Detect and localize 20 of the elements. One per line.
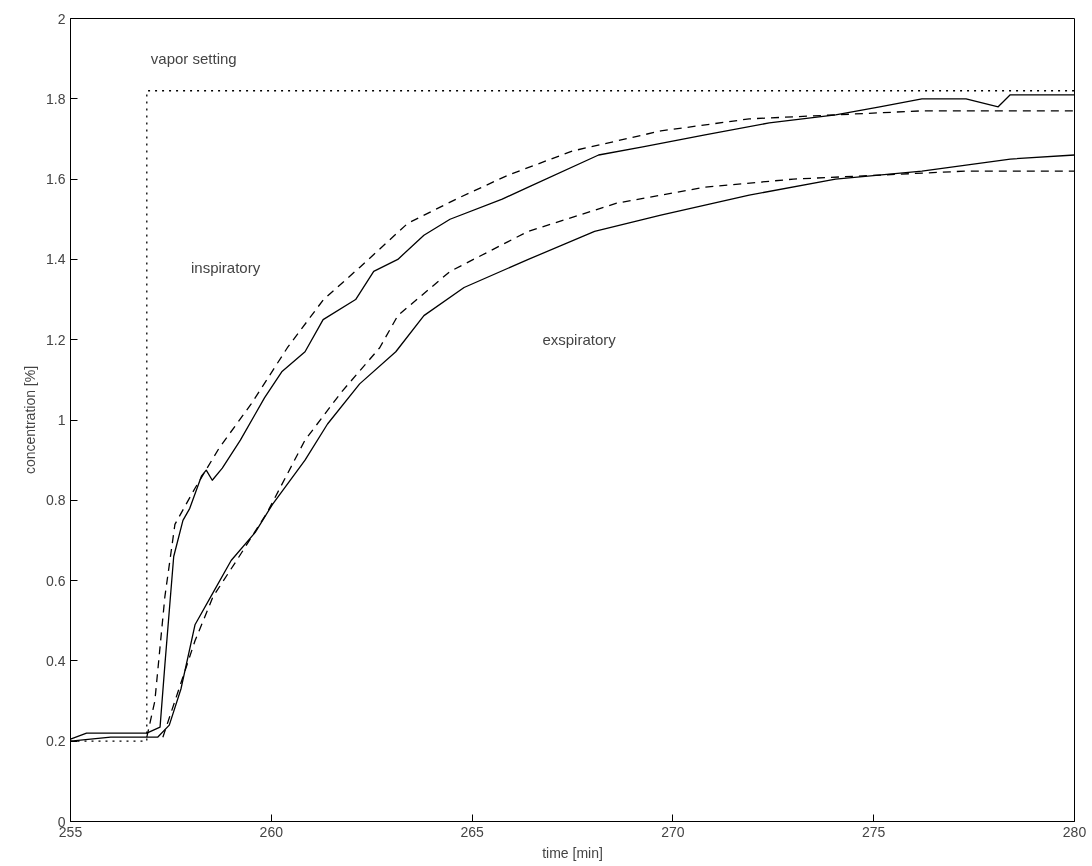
- x-tick-label: 265: [460, 823, 484, 840]
- y-tick-label: 1.4: [46, 251, 66, 268]
- x-tick-label: 270: [661, 823, 685, 840]
- annotation: inspiratory: [190, 258, 261, 276]
- y-tick-label: 1.2: [46, 331, 66, 348]
- x-axis-title: time [min]: [542, 844, 603, 861]
- y-tick-label: 0.4: [46, 652, 66, 669]
- annotation: vapor setting: [150, 50, 237, 68]
- y-tick-label: 0.6: [46, 572, 66, 589]
- y-tick-label: 1.8: [46, 90, 66, 107]
- y-tick-label: 0.2: [46, 733, 66, 750]
- x-tick-label: 280: [1062, 823, 1087, 840]
- y-tick-label: 1.6: [46, 171, 66, 188]
- y-axis-title: concentration [%]: [22, 365, 39, 475]
- y-tick-label: 2: [57, 10, 66, 27]
- x-tick-label: 275: [862, 823, 886, 840]
- x-tick-label: 260: [259, 823, 284, 840]
- y-tick-label: 0.8: [46, 492, 66, 509]
- annotation: exspiratory: [542, 331, 617, 349]
- y-tick-label: 1: [57, 412, 66, 428]
